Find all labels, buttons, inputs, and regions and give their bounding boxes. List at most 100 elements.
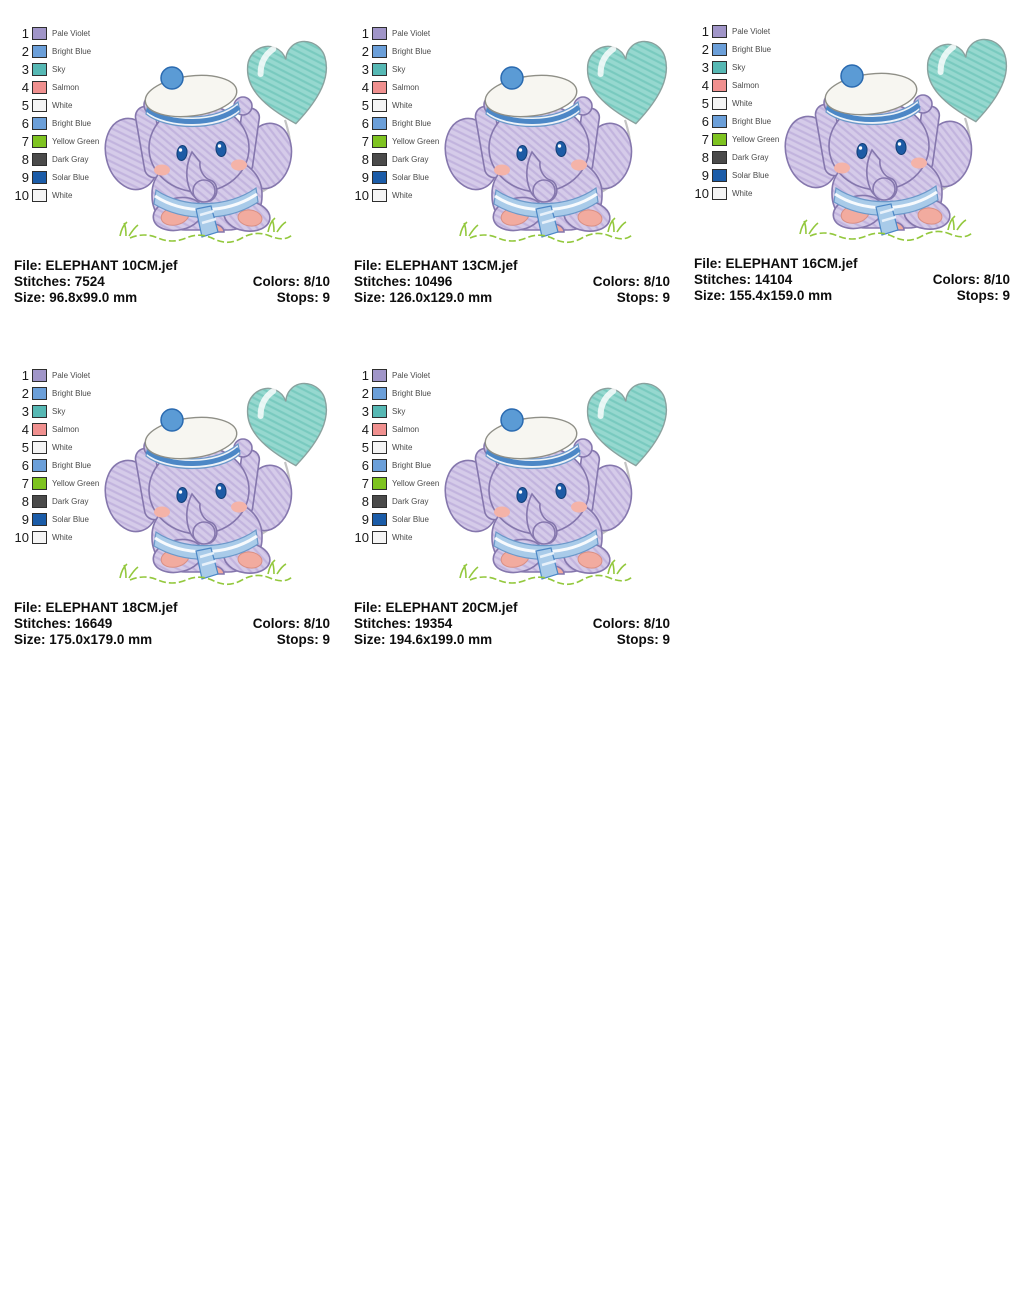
thread-label: White — [52, 532, 73, 542]
thread-label: Pale Violet — [392, 370, 431, 380]
embroidery-preview-image — [92, 12, 332, 252]
thread-color-row: 3 Sky — [10, 402, 99, 420]
thread-label: Pale Violet — [52, 28, 91, 38]
thread-color-row: 4 Salmon — [350, 78, 439, 96]
thread-number: 9 — [21, 169, 29, 185]
thread-swatch — [32, 98, 47, 112]
color-count: Colors: 8/10 — [252, 616, 330, 631]
stitch-count: Stitches: 14104 — [694, 272, 793, 287]
thread-color-row: 8 Dark Gray — [350, 492, 439, 510]
thread-label: Bright Blue — [52, 46, 92, 56]
thread-number: 6 — [361, 457, 369, 473]
thread-swatch — [372, 62, 387, 76]
thread-label: Bright Blue — [392, 118, 432, 128]
thread-swatch — [712, 186, 727, 200]
thread-number: 7 — [21, 133, 29, 149]
design-panel-16cm: 1 Pale Violet 2 Bright Blue 3 Sky 4 Salmon 5 Whit… — [680, 8, 1012, 320]
thread-number: 6 — [701, 113, 709, 129]
thread-color-row: 9 Solar Blue — [350, 510, 439, 528]
thread-number: 6 — [21, 115, 29, 131]
thread-color-row: 2 Bright Blue — [690, 40, 779, 58]
thread-number: 5 — [21, 97, 29, 113]
thread-number: 5 — [361, 439, 369, 455]
design-panel-13cm: 1 Pale Violet 2 Bright Blue 3 Sky 4 Salmon 5 Whit… — [340, 10, 672, 322]
thread-color-row: 8 Dark Gray — [350, 150, 439, 168]
thread-number: 3 — [21, 61, 29, 77]
thread-number: 9 — [701, 167, 709, 183]
thread-color-row: 9 Solar Blue — [10, 510, 99, 528]
thread-number: 5 — [701, 95, 709, 111]
thread-color-row: 2 Bright Blue — [350, 42, 439, 60]
thread-swatch — [372, 422, 387, 436]
thread-swatch — [372, 404, 387, 418]
thread-color-row: 5 White — [350, 96, 439, 114]
design-size: Size: 126.0x129.0 mm — [354, 290, 493, 305]
thread-number: 4 — [361, 421, 369, 437]
thread-number: 1 — [21, 25, 29, 41]
thread-label: White — [732, 188, 753, 198]
thread-label: Yellow Green — [392, 136, 440, 146]
thread-number: 3 — [701, 59, 709, 75]
thread-label: Salmon — [52, 82, 80, 92]
design-panel-20cm: 1 Pale Violet 2 Bright Blue 3 Sky 4 Salmon 5 Whit… — [340, 352, 672, 664]
thread-swatch — [712, 132, 727, 146]
thread-color-row: 5 White — [10, 96, 99, 114]
color-count: Colors: 8/10 — [592, 616, 670, 631]
stitch-count: Stitches: 7524 — [14, 274, 105, 289]
design-size: Size: 175.0x179.0 mm — [14, 632, 153, 647]
thread-number: 8 — [361, 493, 369, 509]
thread-color-row: 1 Pale Violet — [10, 24, 99, 42]
thread-number: 8 — [361, 151, 369, 167]
thread-label: White — [52, 100, 73, 110]
stop-count: Stops: 9 — [616, 290, 670, 305]
thread-swatch — [32, 494, 47, 508]
thread-number: 3 — [21, 403, 29, 419]
thread-swatch — [32, 476, 47, 490]
thread-color-row: 7 Yellow Green — [350, 132, 440, 150]
thread-label: Solar Blue — [52, 172, 89, 182]
thread-number: 4 — [361, 79, 369, 95]
thread-label: Bright Blue — [52, 388, 92, 398]
thread-color-row: 6 Bright Blue — [350, 114, 439, 132]
stop-count: Stops: 9 — [276, 632, 330, 647]
design-panel-10cm: 1 Pale Violet 2 Bright Blue 3 Sky 4 Salmon 5 Whit… — [0, 10, 332, 322]
thread-color-row: 10 White — [690, 184, 779, 202]
thread-number: 9 — [361, 169, 369, 185]
thread-swatch — [32, 134, 47, 148]
thread-label: Dark Gray — [732, 152, 769, 162]
thread-label: Bright Blue — [392, 460, 432, 470]
thread-swatch — [372, 80, 387, 94]
thread-swatch — [372, 134, 387, 148]
thread-label: Solar Blue — [392, 514, 429, 524]
thread-label: Solar Blue — [52, 514, 89, 524]
design-info: File: ELEPHANT 13CM.jef Stitches: 10496 C… — [354, 258, 670, 306]
thread-label: Yellow Green — [52, 136, 100, 146]
thread-swatch — [32, 368, 47, 382]
thread-swatch — [712, 78, 727, 92]
thread-label: Bright Blue — [52, 118, 92, 128]
thread-label: Yellow Green — [392, 478, 440, 488]
thread-swatch — [372, 494, 387, 508]
thread-color-row: 8 Dark Gray — [10, 150, 99, 168]
thread-number: 7 — [361, 133, 369, 149]
thread-swatch — [372, 386, 387, 400]
thread-color-row: 6 Bright Blue — [10, 456, 99, 474]
thread-number: 2 — [21, 43, 29, 59]
thread-number: 9 — [21, 511, 29, 527]
thread-number: 10 — [354, 529, 369, 545]
thread-color-row: 8 Dark Gray — [690, 148, 779, 166]
thread-number: 10 — [14, 529, 29, 545]
thread-number: 10 — [354, 187, 369, 203]
thread-swatch — [32, 458, 47, 472]
file-name: File: ELEPHANT 18CM.jef — [14, 600, 178, 615]
thread-swatch — [372, 512, 387, 526]
stitch-count: Stitches: 16649 — [14, 616, 113, 631]
thread-number: 1 — [361, 367, 369, 383]
thread-number: 6 — [21, 457, 29, 473]
thread-color-row: 4 Salmon — [10, 78, 99, 96]
thread-color-row: 7 Yellow Green — [690, 130, 780, 148]
thread-label: Yellow Green — [52, 478, 100, 488]
thread-label: Solar Blue — [732, 170, 769, 180]
thread-swatch — [32, 80, 47, 94]
thread-color-row: 10 White — [10, 528, 99, 546]
